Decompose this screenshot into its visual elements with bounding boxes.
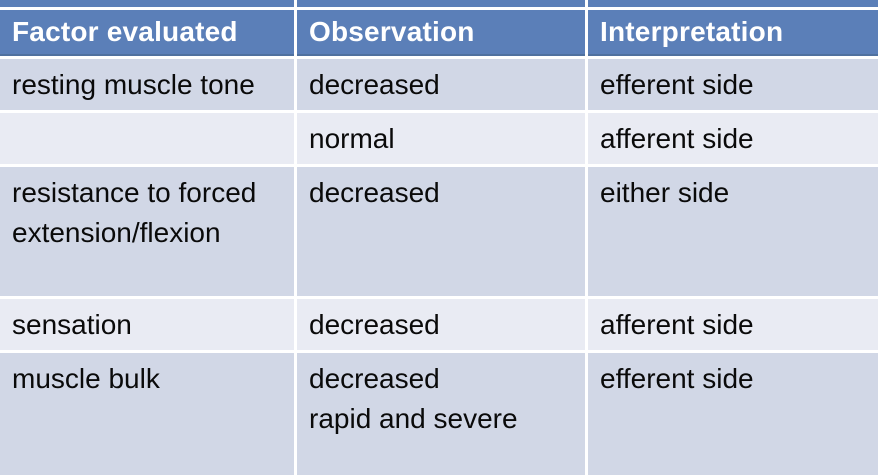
row4-observation-cell: decreased — [297, 299, 585, 350]
table-top-accent-strip — [0, 0, 294, 7]
row4-factor-cell: sensation — [0, 299, 294, 350]
column-header-factor-evaluated: Factor evaluated — [0, 10, 294, 56]
row3-observation-cell: decreased — [297, 167, 585, 296]
column-header-observation: Observation — [297, 10, 585, 56]
row2-observation-cell: normal — [297, 113, 585, 164]
row5-interpretation-cell: efferent side — [588, 353, 878, 475]
table-top-accent-strip — [297, 0, 585, 7]
row2-factor-cell — [0, 113, 294, 164]
row3-interpretation-cell: either side — [588, 167, 878, 296]
row5-factor-cell: muscle bulk — [0, 353, 294, 475]
table-top-accent-strip — [588, 0, 878, 7]
row1-interpretation-cell: efferent side — [588, 59, 878, 110]
row1-factor-cell: resting muscle tone — [0, 59, 294, 110]
column-header-interpretation: Interpretation — [588, 10, 878, 56]
row2-interpretation-cell: afferent side — [588, 113, 878, 164]
row3-factor-cell: resistance to forced extension/flexion — [0, 167, 294, 296]
row4-interpretation-cell: afferent side — [588, 299, 878, 350]
row5-observation-cell: decreased rapid and severe — [297, 353, 585, 475]
row1-observation-cell: decreased — [297, 59, 585, 110]
